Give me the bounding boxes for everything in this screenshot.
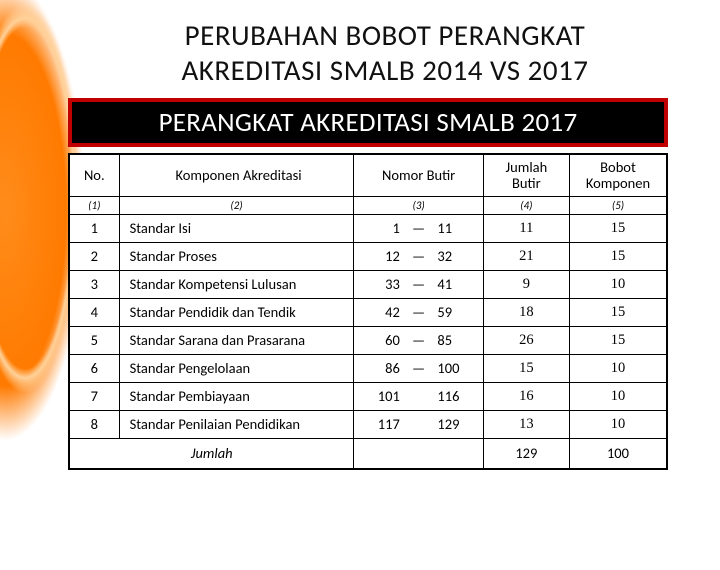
table-row: 4Standar Pendidik dan Tendik42—591815 — [70, 298, 667, 326]
cell-jumlah: 13 — [483, 410, 569, 438]
table-row: 6Standar Pengelolaan86—1001510 — [70, 354, 667, 382]
cell-range-end: 129 — [429, 410, 483, 438]
subheader-4: (4) — [483, 196, 569, 214]
cell-range-dash: — — [408, 326, 430, 354]
table-row: 8Standar Penilaian Pendidikan117 1291310 — [70, 410, 667, 438]
subheader-2: (2) — [119, 196, 354, 214]
subtitle-text: PERANGKAT AKREDITASI SMALB 2017 — [159, 106, 578, 139]
table-row: 2Standar Proses12—322115 — [70, 242, 667, 270]
cell-komponen: Standar Sarana dan Prasarana — [119, 326, 354, 354]
cell-range-end: 116 — [429, 382, 483, 410]
cell-bobot: 10 — [569, 382, 666, 410]
header-bobot: Bobot Komponen — [569, 154, 666, 196]
cell-jumlah: 26 — [483, 326, 569, 354]
slide-content: PERUBAHAN BOBOT PERANGKAT AKREDITASI SMA… — [0, 0, 720, 470]
table-footer-row: Jumlah 129 100 — [70, 438, 667, 468]
cell-jumlah: 11 — [483, 214, 569, 242]
cell-range-dash: — — [408, 298, 430, 326]
cell-range-end: 41 — [429, 270, 483, 298]
cell-range-end: 100 — [429, 354, 483, 382]
cell-no: 1 — [70, 214, 120, 242]
title-line-1: PERUBAHAN BOBOT PERANGKAT — [185, 17, 586, 53]
cell-no: 7 — [70, 382, 120, 410]
header-komponen: Komponen Akreditasi — [119, 154, 354, 196]
main-title: PERUBAHAN BOBOT PERANGKAT AKREDITASI SMA… — [0, 18, 720, 88]
cell-komponen: Standar Pembiayaan — [119, 382, 354, 410]
subheader-3: (3) — [354, 196, 483, 214]
header-no: No. — [70, 154, 120, 196]
cell-range-start: 117 — [354, 410, 408, 438]
header-jumlah-butir: Jumlah Butir — [483, 154, 569, 196]
cell-range-start: 86 — [354, 354, 408, 382]
cell-range-dash: — — [408, 270, 430, 298]
cell-range-dash: — — [408, 214, 430, 242]
title-line-2: AKREDITASI SMALB 2014 VS 2017 — [182, 52, 589, 88]
cell-range-start: 60 — [354, 326, 408, 354]
subheader-5: (5) — [569, 196, 666, 214]
footer-jumlah: 129 — [483, 438, 569, 468]
cell-jumlah: 9 — [483, 270, 569, 298]
cell-bobot: 15 — [569, 298, 666, 326]
cell-range-start: 12 — [354, 242, 408, 270]
cell-komponen: Standar Pendidik dan Tendik — [119, 298, 354, 326]
cell-no: 4 — [70, 298, 120, 326]
cell-no: 6 — [70, 354, 120, 382]
footer-label: Jumlah — [70, 438, 354, 468]
table-row: 7Standar Pembiayaan101 1161610 — [70, 382, 667, 410]
footer-blank — [354, 438, 483, 468]
accreditation-table-wrap: No. Komponen Akreditasi Nomor Butir Juml… — [68, 153, 668, 470]
cell-range-end: 32 — [429, 242, 483, 270]
cell-no: 2 — [70, 242, 120, 270]
cell-bobot: 10 — [569, 410, 666, 438]
cell-bobot: 10 — [569, 354, 666, 382]
accreditation-table: No. Komponen Akreditasi Nomor Butir Juml… — [69, 154, 667, 469]
cell-komponen: Standar Kompetensi Lulusan — [119, 270, 354, 298]
cell-range-start: 33 — [354, 270, 408, 298]
subtitle-box: PERANGKAT AKREDITASI SMALB 2017 — [68, 98, 668, 147]
cell-range-dash — [408, 382, 430, 410]
table-row: 3Standar Kompetensi Lulusan33—41910 — [70, 270, 667, 298]
table-body: 1Standar Isi1—1111152Standar Proses12—32… — [70, 214, 667, 438]
cell-no: 5 — [70, 326, 120, 354]
cell-range-end: 11 — [429, 214, 483, 242]
cell-range-end: 85 — [429, 326, 483, 354]
table-row: 1Standar Isi1—111115 — [70, 214, 667, 242]
cell-komponen: Standar Proses — [119, 242, 354, 270]
cell-range-start: 1 — [354, 214, 408, 242]
subheader-1: (1) — [70, 196, 120, 214]
cell-bobot: 10 — [569, 270, 666, 298]
cell-jumlah: 18 — [483, 298, 569, 326]
table-subheader-row: (1) (2) (3) (4) (5) — [70, 196, 667, 214]
cell-range-dash: — — [408, 354, 430, 382]
cell-range-start: 42 — [354, 298, 408, 326]
cell-komponen: Standar Penilaian Pendidikan — [119, 410, 354, 438]
footer-bobot: 100 — [569, 438, 666, 468]
header-nomor-butir: Nomor Butir — [354, 154, 483, 196]
cell-jumlah: 21 — [483, 242, 569, 270]
cell-jumlah: 15 — [483, 354, 569, 382]
table-header-row: No. Komponen Akreditasi Nomor Butir Juml… — [70, 154, 667, 196]
cell-bobot: 15 — [569, 326, 666, 354]
cell-range-start: 101 — [354, 382, 408, 410]
cell-bobot: 15 — [569, 214, 666, 242]
cell-bobot: 15 — [569, 242, 666, 270]
cell-range-dash: — — [408, 242, 430, 270]
cell-no: 8 — [70, 410, 120, 438]
cell-range-dash — [408, 410, 430, 438]
cell-komponen: Standar Pengelolaan — [119, 354, 354, 382]
cell-komponen: Standar Isi — [119, 214, 354, 242]
table-row: 5Standar Sarana dan Prasarana60—852615 — [70, 326, 667, 354]
cell-no: 3 — [70, 270, 120, 298]
cell-jumlah: 16 — [483, 382, 569, 410]
cell-range-end: 59 — [429, 298, 483, 326]
